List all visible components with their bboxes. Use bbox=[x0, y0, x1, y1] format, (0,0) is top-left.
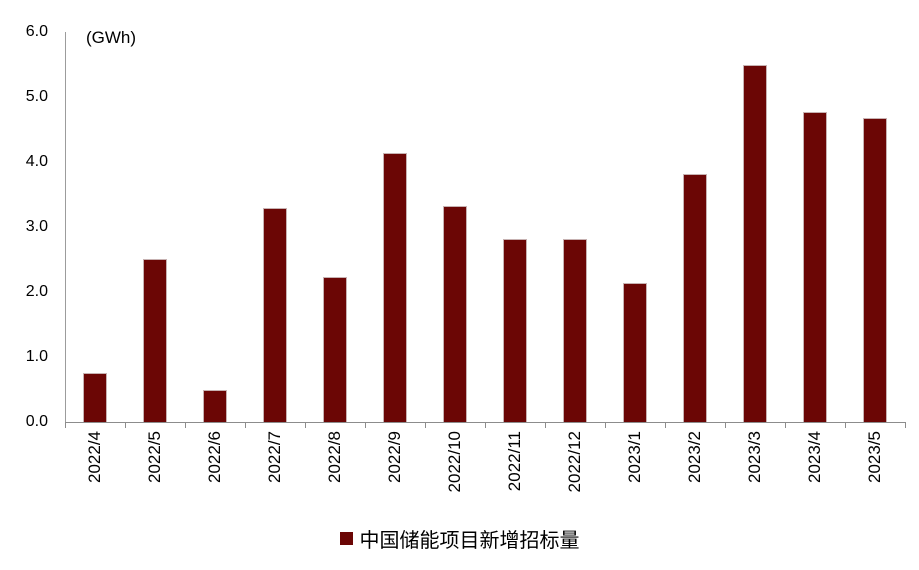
x-axis-label-2022-10: 2022/10 bbox=[445, 431, 464, 493]
x-axis-tick bbox=[605, 422, 606, 428]
x-axis-label-2022-5: 2022/5 bbox=[145, 431, 164, 483]
x-axis-tick bbox=[545, 422, 546, 428]
x-axis-tick bbox=[185, 422, 186, 428]
bar-2023-3 bbox=[743, 65, 767, 422]
legend-series-label: 中国储能项目新增招标量 bbox=[359, 530, 580, 552]
x-axis-label-2022-12: 2022/12 bbox=[565, 431, 584, 493]
y-axis-tick-label: 1.0 bbox=[25, 348, 48, 365]
y-axis-line bbox=[65, 32, 66, 423]
bar-2022-5 bbox=[143, 258, 167, 422]
x-axis-label-2022-8: 2022/8 bbox=[325, 431, 344, 483]
x-axis-tick bbox=[125, 422, 126, 428]
legend-swatch bbox=[339, 532, 353, 545]
bar-2022-9 bbox=[383, 152, 407, 422]
x-axis-tick bbox=[425, 422, 426, 428]
x-axis-label-2023-1: 2023/1 bbox=[625, 431, 644, 483]
x-axis-label-2022-6: 2022/6 bbox=[205, 431, 224, 483]
bar-2022-11 bbox=[503, 238, 527, 422]
bar-2023-5 bbox=[863, 117, 887, 422]
x-axis-label-2023-2: 2023/2 bbox=[685, 431, 704, 483]
y-axis-unit-label: (GWh) bbox=[86, 28, 137, 47]
x-axis-tick bbox=[845, 422, 846, 428]
x-axis-label-2023-5: 2023/5 bbox=[865, 431, 884, 483]
y-axis-tick-label: 4.0 bbox=[25, 153, 48, 170]
bar-2022-10 bbox=[443, 206, 467, 422]
x-axis-label-2023-4: 2023/4 bbox=[805, 431, 824, 483]
x-axis-tick bbox=[905, 422, 906, 428]
y-axis-tick-label: 3.0 bbox=[25, 218, 48, 235]
bar-2022-4 bbox=[83, 372, 107, 422]
x-axis-tick bbox=[725, 422, 726, 428]
x-axis-tick bbox=[485, 422, 486, 428]
x-axis-tick bbox=[665, 422, 666, 428]
x-axis-label-2022-11: 2022/11 bbox=[505, 431, 524, 492]
x-axis-label-2022-7: 2022/7 bbox=[265, 431, 284, 483]
legend: 中国储能项目新增招标量 bbox=[0, 524, 919, 553]
x-axis-label-2022-4: 2022/4 bbox=[85, 431, 104, 483]
bar-2022-6 bbox=[203, 389, 227, 422]
x-axis-tick bbox=[65, 422, 66, 428]
y-axis-tick-label: 0.0 bbox=[25, 413, 48, 430]
bar-2023-2 bbox=[683, 174, 707, 422]
bar-2023-1 bbox=[623, 282, 647, 422]
bar-2022-12 bbox=[563, 238, 587, 422]
x-axis-label-2022-9: 2022/9 bbox=[385, 431, 404, 483]
bar-2022-7 bbox=[263, 208, 287, 422]
x-axis-tick bbox=[245, 422, 246, 428]
x-axis-tick bbox=[785, 422, 786, 428]
x-axis-label-2023-3: 2023/3 bbox=[745, 431, 764, 483]
x-axis-tick bbox=[305, 422, 306, 428]
y-axis-tick-label: 2.0 bbox=[25, 283, 48, 300]
y-axis-tick-label: 5.0 bbox=[25, 88, 48, 105]
bar-2023-4 bbox=[803, 111, 827, 422]
x-axis-tick bbox=[365, 422, 366, 428]
bar-2022-8 bbox=[323, 277, 347, 422]
y-axis-tick-label: 6.0 bbox=[25, 23, 48, 40]
